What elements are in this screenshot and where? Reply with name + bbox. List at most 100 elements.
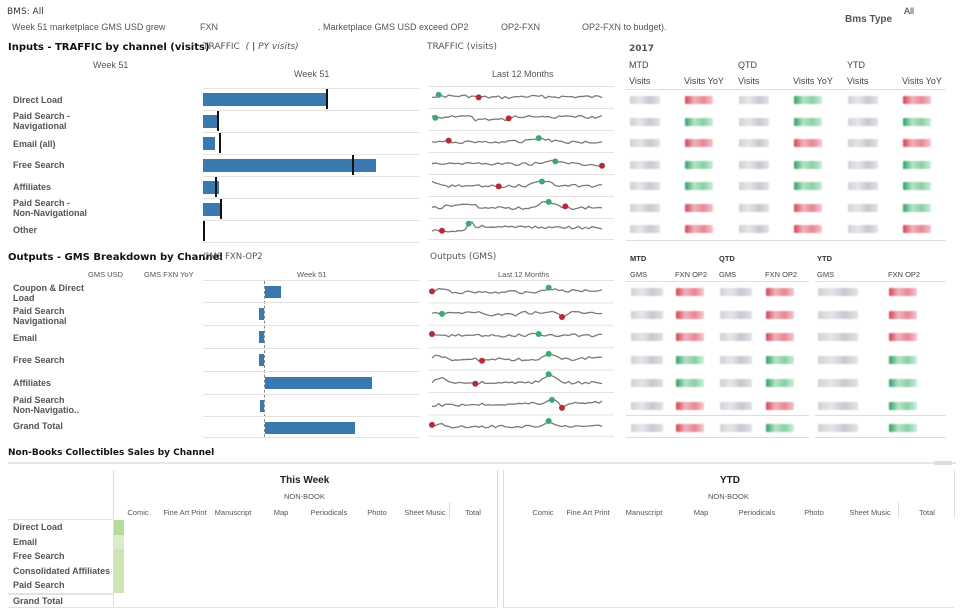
this-week-col-header[interactable]: Fine Art Print [163,508,207,517]
traffic-channel-label: Affiliates [13,182,52,192]
gms-bar[interactable] [258,331,264,343]
heatmap-cell[interactable] [114,534,124,550]
sparkline-max-dot[interactable] [432,114,439,121]
this-week-col-header[interactable]: Photo [367,508,387,517]
sparkline [431,353,603,362]
traffic-bar[interactable] [203,159,376,172]
heatmap-cell[interactable] [114,549,124,564]
this-week-col-header[interactable]: Comic [127,508,149,517]
sparkline-max-dot[interactable] [549,396,555,403]
bms-type-label: Bms Type [845,14,893,25]
ytd-col-header[interactable]: Manuscript [625,508,663,517]
heatmap-cell[interactable] [114,578,124,593]
redacted-value [720,288,752,296]
redacted-value [676,288,704,296]
sparkline-max-dot[interactable] [552,158,559,165]
non-books-row-label[interactable]: Paid Search [13,580,65,591]
header-divider [626,281,809,282]
redacted-value [848,182,878,190]
ytd-col-header[interactable]: Map [693,508,709,517]
sparkline-max-dot[interactable] [545,284,552,291]
this-week-col-header[interactable]: Periodicals [310,508,348,517]
summary-text-3: . Marketplace GMS USD exceed OP2 [318,22,469,32]
redacted-value [848,139,878,147]
gms-bar[interactable] [259,400,264,412]
ytd-col-header[interactable]: Fine Art Print [566,508,610,517]
sparkline-min-dot[interactable] [562,203,569,210]
redacted-value [631,288,663,296]
redacted-value [720,401,752,410]
sparkline-max-dot[interactable] [465,220,472,227]
traffic-bar[interactable] [203,115,217,128]
traffic-bar[interactable] [203,93,328,106]
sparkline-max-dot[interactable] [535,330,542,337]
sparkline-max-dot[interactable] [545,371,552,378]
gms-col-header: FXN OP2 [888,270,921,279]
traffic-channel-label: Other [13,225,38,235]
sparkline-max-dot[interactable] [435,91,442,98]
non-books-row-label[interactable]: Direct Load [13,522,63,532]
sparkline-min-dot[interactable] [429,421,435,428]
gms-bar[interactable] [265,286,282,298]
ytd-col-header[interactable]: Photo [804,508,824,517]
gms-bar[interactable] [265,377,372,389]
this-week-col-header[interactable]: Map [273,508,289,517]
sparkline-max-dot[interactable] [439,310,445,317]
non-books-row-label[interactable]: Free Search [13,551,65,562]
sparkline-max-dot[interactable] [545,417,552,424]
heatmap-cell[interactable] [114,520,124,535]
redacted-value [766,378,794,387]
sparkline-max-dot[interactable] [535,135,542,142]
sparkline-min-dot[interactable] [505,115,512,122]
sparkline-max-dot[interactable] [545,198,552,205]
sparkline-max-dot[interactable] [545,350,552,357]
sparkline-min-dot[interactable] [472,380,479,387]
non-books-row-label[interactable]: Grand Total [13,596,63,606]
sparkline-min-dot[interactable] [439,227,445,234]
traffic-spark-title: TRAFFIC (visits) [427,42,497,52]
sparkline-min-dot[interactable] [429,288,435,295]
bms-type-dropdown[interactable]: All [904,6,915,16]
redacted-value [720,310,752,319]
ytd-col-header[interactable]: Comic [532,508,554,517]
ytd-col-header[interactable]: Sheet Music [849,508,891,517]
this-week-col-header[interactable]: Sheet Music [404,508,446,517]
sparkline-min-dot[interactable] [559,314,565,321]
sparkline-min-dot[interactable] [475,94,482,101]
redacted-value [889,356,917,365]
sparkline-min-dot[interactable] [479,357,485,364]
ytd-col-header[interactable]: Periodicals [738,508,776,517]
total-divider [626,415,809,416]
sparkline-min-dot[interactable] [495,183,502,190]
ytd-col-header[interactable]: Total [919,508,935,517]
traffic-group-header: MTD [629,60,649,70]
redacted-value [631,378,663,387]
redacted-value [631,356,663,365]
gms-bar[interactable] [258,354,264,366]
heatmap-cell[interactable] [114,563,124,579]
redacted-value [766,333,794,342]
sparkline-min-dot[interactable] [429,331,435,338]
redacted-value [794,182,822,190]
non-books-section-title: Non-Books Collectibles Sales by Channel [8,448,215,458]
this-week-col-header[interactable]: Total [465,508,481,517]
this-week-col-header[interactable]: Manuscript [214,508,252,517]
gms-bar[interactable] [258,308,264,320]
redacted-value [739,117,769,126]
traffic-bar[interactable] [203,203,221,216]
sparkline-max-dot[interactable] [539,178,545,185]
grid-line [203,154,420,155]
traffic-bar[interactable] [203,181,219,194]
sparkline-min-dot[interactable] [559,404,565,411]
sparkline-min-dot[interactable] [445,137,452,144]
header-divider [815,281,946,282]
summary-text-5: OP2-FXN to budget). [582,22,667,32]
traffic-bar[interactable] [203,137,216,150]
scroll-indicator[interactable] [934,461,952,465]
non-books-row-label[interactable]: Email [13,536,38,547]
redacted-value [766,288,794,296]
gms-bar[interactable] [265,422,355,434]
non-books-row-label[interactable]: Consolidated Affiliates [13,565,111,576]
sparkline-min-dot[interactable] [599,162,605,169]
redacted-value [818,424,858,433]
